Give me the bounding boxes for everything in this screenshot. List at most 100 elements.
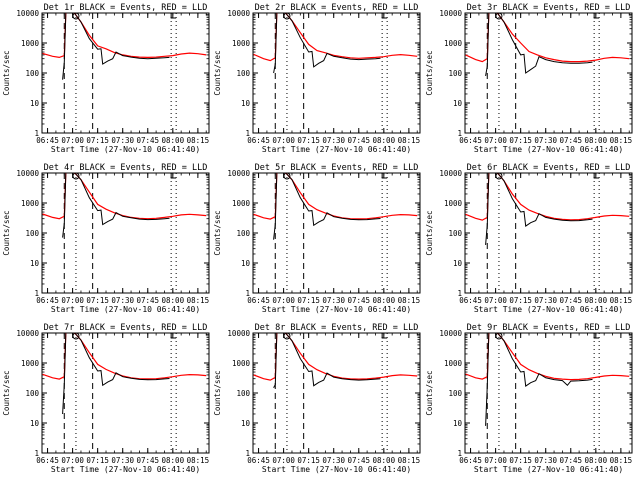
x-tick-label: 06:45 [247,296,270,305]
top-marker-circle [72,332,80,340]
x-tick-label: 06:45 [36,456,59,465]
y-tick-label: 10 [453,419,463,428]
events-series-line [62,173,170,238]
y-tick-label: 10 [241,259,251,268]
x-tick-label: 07:45 [136,296,159,305]
x-tick-label: 07:30 [322,136,345,145]
x-tick-label: 07:30 [534,456,557,465]
x-tick-label: 07:15 [297,136,320,145]
y-tick-label: 1000 [444,39,463,48]
panel-title: Det 1r BLACK = Events, RED = LLD [44,3,208,13]
x-tick-label: 07:30 [534,296,557,305]
y-axis-label: Counts/sec [425,370,434,415]
x-tick-label: 08:15 [398,136,421,145]
x-tick-label: 07:30 [111,136,134,145]
panel-title: Det 4r BLACK = Events, RED = LLD [44,163,208,173]
top-marker-box [170,13,177,19]
x-tick-label: 07:15 [86,136,109,145]
x-tick-label: 07:15 [509,456,532,465]
plot-frame [252,332,421,454]
y-tick-label: 1000 [232,39,251,48]
lld-series-line [42,333,207,380]
y-tick-label: 1000 [444,359,463,368]
x-tick-label: 07:45 [347,456,370,465]
y-tick-label: 100 [448,389,462,398]
y-axis-label: Counts/sec [425,210,434,255]
x-axis-label: Start Time (27-Nov-10 06:41:40) [51,145,200,154]
x-tick-label: 07:00 [484,456,507,465]
y-tick-label: 100 [25,389,39,398]
detector-panel-5: Det 5r BLACK = Events, RED = LLD Counts/s… [213,163,421,314]
x-axis-label: Start Time (27-Nov-10 06:41:40) [51,305,200,314]
plot-frame [41,332,210,454]
detector-panel-7: Det 7r BLACK = Events, RED = LLD Counts/s… [2,323,210,474]
panel-title: Det 2r BLACK = Events, RED = LLD [255,3,419,13]
y-tick-label: 10 [30,419,40,428]
y-tick-label: 10000 [439,9,462,18]
top-marker-box [381,333,388,339]
lld-series-line [42,13,207,59]
plot-frame [464,172,633,294]
y-tick-label: 1000 [21,359,40,368]
x-tick-label: 08:15 [187,136,210,145]
x-axis-label: Start Time (27-Nov-10 06:41:40) [474,465,623,474]
x-tick-label: 08:00 [585,456,608,465]
detector-panel-4: Det 4r BLACK = Events, RED = LLD Counts/s… [2,163,210,314]
lld-series-line [253,333,418,381]
y-tick-label: 10 [453,259,463,268]
y-tick-label: 10 [241,99,251,108]
y-tick-label: 10 [30,99,40,108]
y-tick-label: 1 [34,449,39,458]
x-tick-label: 07:15 [509,136,532,145]
top-marker-box [593,333,600,339]
x-axis-label: Start Time (27-Nov-10 06:41:40) [262,305,411,314]
x-tick-label: 07:15 [86,296,109,305]
x-axis-label: Start Time (27-Nov-10 06:41:40) [51,465,200,474]
x-tick-label: 08:00 [373,456,396,465]
top-marker-circle [495,12,503,20]
top-marker-circle [283,172,291,180]
x-axis-label: Start Time (27-Nov-10 06:41:40) [474,305,623,314]
panel-title: Det 8r BLACK = Events, RED = LLD [255,323,419,333]
x-tick-label: 07:00 [272,136,295,145]
detector-panel-3: Det 3r BLACK = Events, RED = LLD Counts/s… [425,3,633,154]
y-tick-label: 1 [457,449,462,458]
y-tick-label: 10000 [227,9,250,18]
x-tick-label: 08:15 [187,456,210,465]
x-tick-label: 08:15 [610,456,633,465]
x-tick-label: 07:00 [484,136,507,145]
plot-frame [464,12,633,134]
y-tick-label: 1 [34,129,39,138]
x-tick-label: 07:00 [484,296,507,305]
y-tick-label: 10000 [227,329,250,338]
x-tick-label: 07:45 [347,136,370,145]
y-tick-label: 100 [25,69,39,78]
top-marker-box [593,13,600,19]
plot-frame [41,12,210,134]
events-series-line [485,333,593,426]
y-tick-label: 100 [236,69,250,78]
y-tick-label: 10000 [16,9,39,18]
y-tick-label: 100 [448,69,462,78]
top-marker-circle [72,172,80,180]
x-tick-label: 08:15 [398,456,421,465]
x-tick-label: 07:30 [111,296,134,305]
x-tick-label: 07:45 [347,296,370,305]
x-axis-label: Start Time (27-Nov-10 06:41:40) [262,465,411,474]
y-axis-label: Counts/sec [2,370,11,415]
x-tick-label: 07:00 [272,296,295,305]
x-tick-label: 06:45 [459,136,482,145]
events-series-line [273,13,381,74]
x-tick-label: 06:45 [459,456,482,465]
events-series-line [485,173,593,245]
y-tick-label: 10000 [227,169,250,178]
y-tick-label: 100 [448,229,462,238]
panel-title: Det 9r BLACK = Events, RED = LLD [467,323,631,333]
top-marker-box [170,173,177,179]
lld-series-line [465,173,630,221]
x-tick-label: 08:15 [398,296,421,305]
y-axis-label: Counts/sec [213,370,222,415]
x-tick-label: 07:15 [297,296,320,305]
x-tick-label: 07:45 [136,456,159,465]
